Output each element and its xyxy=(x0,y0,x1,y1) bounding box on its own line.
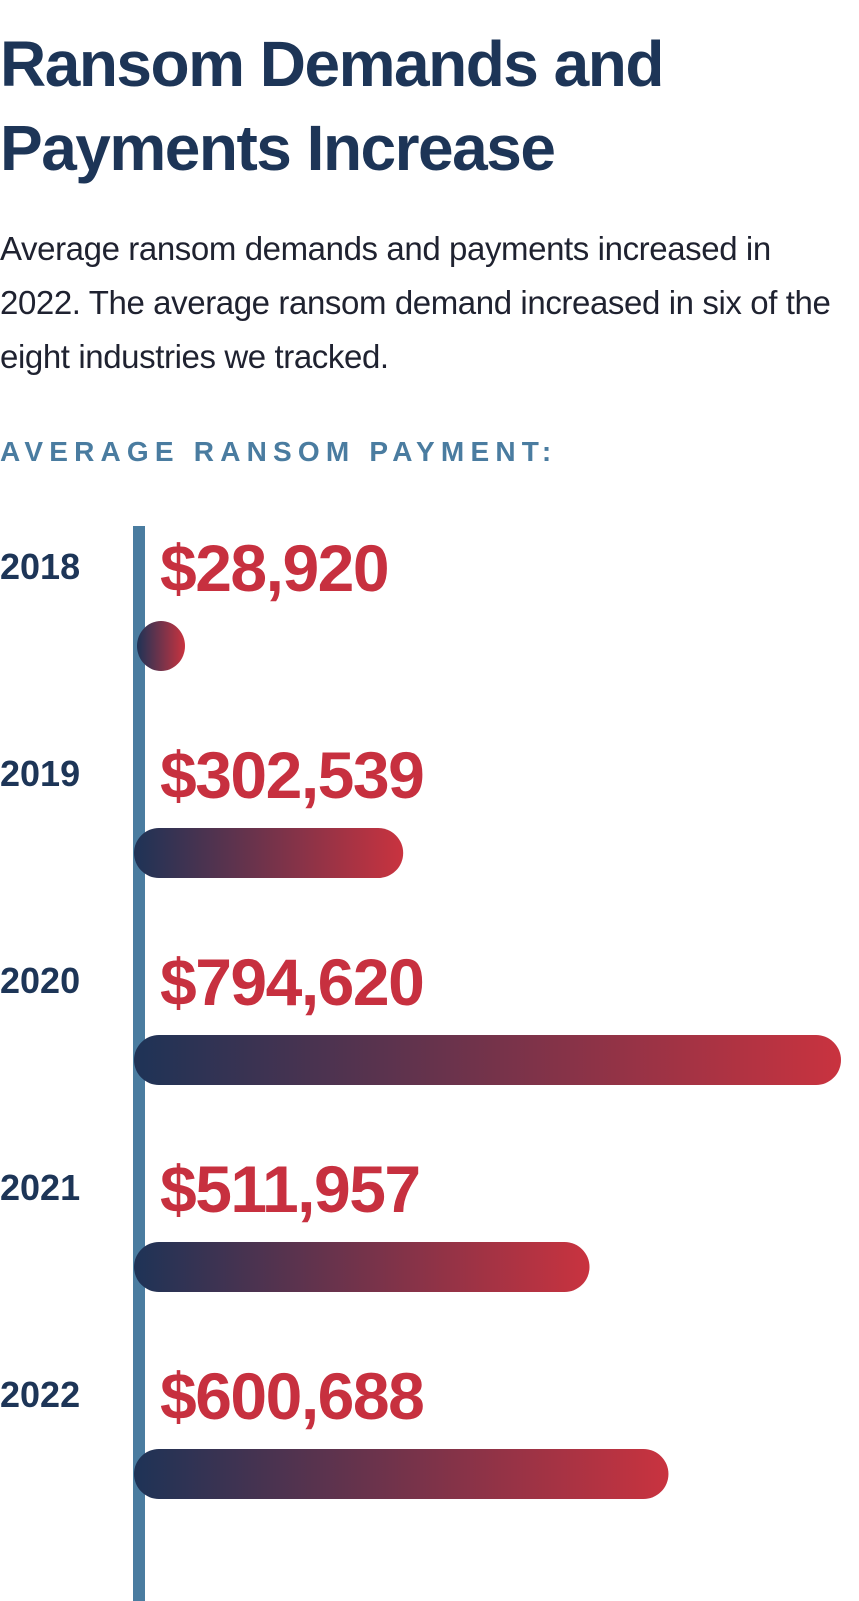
year-label: 2022 xyxy=(0,1374,80,1415)
page-title: Ransom Demands and Payments Increase xyxy=(0,28,664,184)
bar-2021 xyxy=(134,1242,590,1292)
value-label: $600,688 xyxy=(160,1359,423,1433)
chart-row-2021: 2021 $511,957 xyxy=(0,1152,590,1292)
value-label: $28,920 xyxy=(160,531,388,605)
chart-title: AVERAGE RANSOM PAYMENT: xyxy=(0,436,558,467)
year-label: 2020 xyxy=(0,960,80,1001)
intro-paragraph: Average ransom demands and payments incr… xyxy=(0,230,831,375)
value-label: $511,957 xyxy=(160,1152,420,1226)
year-label: 2021 xyxy=(0,1167,80,1208)
chart-row-2019: 2019 $302,539 xyxy=(0,738,425,878)
chart-rows: 2018 $28,920 2019 $302,539 2020 $794,620 2021 $… xyxy=(0,531,841,1499)
bar-2018 xyxy=(137,621,185,671)
year-label: 2019 xyxy=(0,753,80,794)
year-label: 2018 xyxy=(0,546,80,587)
value-label: $794,620 xyxy=(160,945,423,1019)
value-label: $302,539 xyxy=(160,738,423,812)
bar-2022 xyxy=(134,1449,669,1499)
ransom-payment-chart: 2018 $28,920 2019 $302,539 2020 $794,620 2021 $… xyxy=(0,526,841,1601)
chart-row-2018: 2018 $28,920 xyxy=(0,531,390,671)
bar-2019 xyxy=(134,828,404,878)
bar-2020 xyxy=(134,1035,841,1085)
chart-row-2020: 2020 $794,620 xyxy=(0,945,841,1085)
chart-row-2022: 2022 $600,688 xyxy=(0,1359,669,1499)
